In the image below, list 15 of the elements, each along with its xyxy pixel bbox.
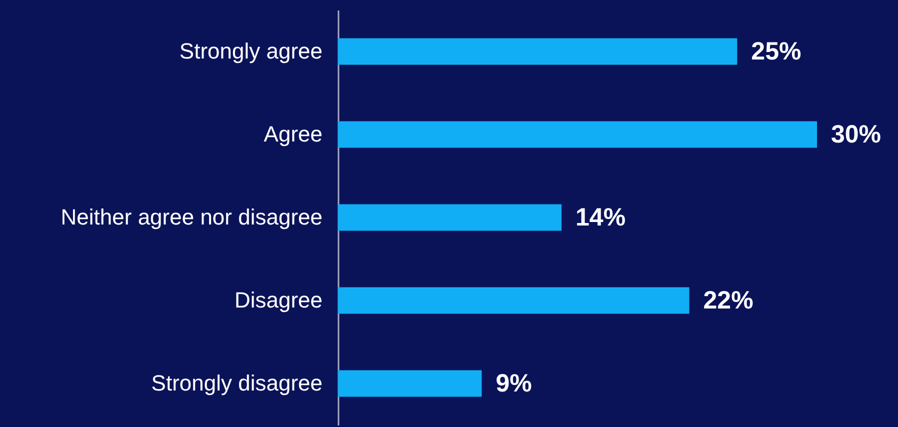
y-tick-label: Strongly disagree	[151, 370, 322, 396]
data-label: 14%	[576, 204, 626, 232]
data-label: 22%	[703, 286, 754, 314]
data-label: 30%	[831, 120, 882, 148]
bar	[338, 287, 690, 314]
data-label: 9%	[496, 370, 532, 398]
bar	[338, 121, 817, 148]
bar	[338, 370, 482, 397]
bar	[338, 38, 738, 65]
y-tick-label: Disagree	[234, 288, 322, 312]
y-tick-label: Agree	[264, 122, 322, 146]
bar	[338, 204, 562, 231]
data-label: 25%	[751, 38, 802, 66]
y-tick-label: Neither agree nor disagree	[60, 204, 322, 230]
y-tick-label: Strongly agree	[179, 38, 322, 64]
